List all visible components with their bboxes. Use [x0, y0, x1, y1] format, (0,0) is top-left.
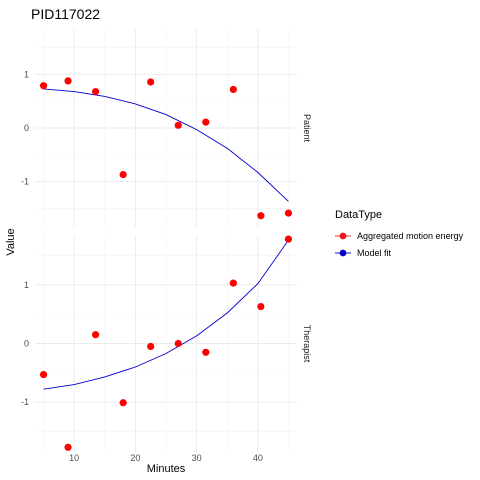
legend-label: Model fit	[357, 248, 392, 258]
data-point	[119, 170, 127, 179]
legend-entry: Model fit	[335, 248, 392, 258]
data-point	[174, 339, 182, 348]
facet-strip-label: Therapist	[302, 325, 312, 363]
data-point	[119, 399, 127, 407]
data-point	[284, 235, 293, 243]
model-fit-line	[43, 88, 289, 202]
data-point	[229, 279, 237, 287]
facet-strip-label: Patient	[302, 114, 312, 143]
legend-title: DataType	[335, 209, 382, 221]
x-tick-label: 40	[253, 453, 263, 463]
data-point	[92, 88, 100, 96]
x-tick-label: 10	[69, 453, 79, 463]
data-point	[39, 82, 48, 90]
data-point	[147, 78, 155, 86]
x-tick-label: 20	[130, 453, 140, 463]
legend: DataType Aggregated motion energy Model fi…	[335, 209, 464, 258]
data-point	[174, 121, 182, 129]
y-tick-label: -1	[21, 397, 29, 407]
y-tick-label: 1	[24, 69, 29, 79]
data-point	[202, 348, 210, 356]
data-point	[64, 77, 72, 85]
data-point	[92, 331, 100, 339]
chart-title: PID117022	[31, 6, 100, 22]
data-point	[64, 443, 72, 451]
legend-label: Aggregated motion energy	[357, 231, 464, 241]
legend-key-point	[339, 249, 347, 257]
legend-entry: Aggregated motion energy	[335, 231, 464, 241]
data-point	[39, 370, 48, 379]
legend-key-point	[339, 232, 347, 240]
y-tick-label: 0	[24, 339, 29, 349]
facet-panels: -1 0 1 Patient -1 0 1 Therapist	[21, 29, 312, 452]
data-point	[202, 118, 210, 126]
y-tick-label: 0	[24, 123, 29, 133]
x-axis: 10 20 30 40	[69, 453, 263, 463]
facet-panel-patient: -1 0 1 Patient	[21, 29, 312, 227]
data-point	[284, 209, 293, 217]
x-tick-label: 30	[192, 453, 202, 463]
y-axis-label: Value	[5, 228, 17, 255]
y-tick-label: 1	[24, 280, 29, 290]
data-point	[147, 342, 155, 351]
model-fit-line	[43, 240, 289, 390]
y-tick-label: -1	[21, 177, 29, 187]
data-point	[257, 212, 265, 220]
data-point	[229, 85, 237, 94]
facet-panel-therapist: -1 0 1 Therapist	[21, 235, 312, 452]
x-axis-label: Minutes	[147, 463, 186, 475]
data-point	[257, 302, 265, 311]
